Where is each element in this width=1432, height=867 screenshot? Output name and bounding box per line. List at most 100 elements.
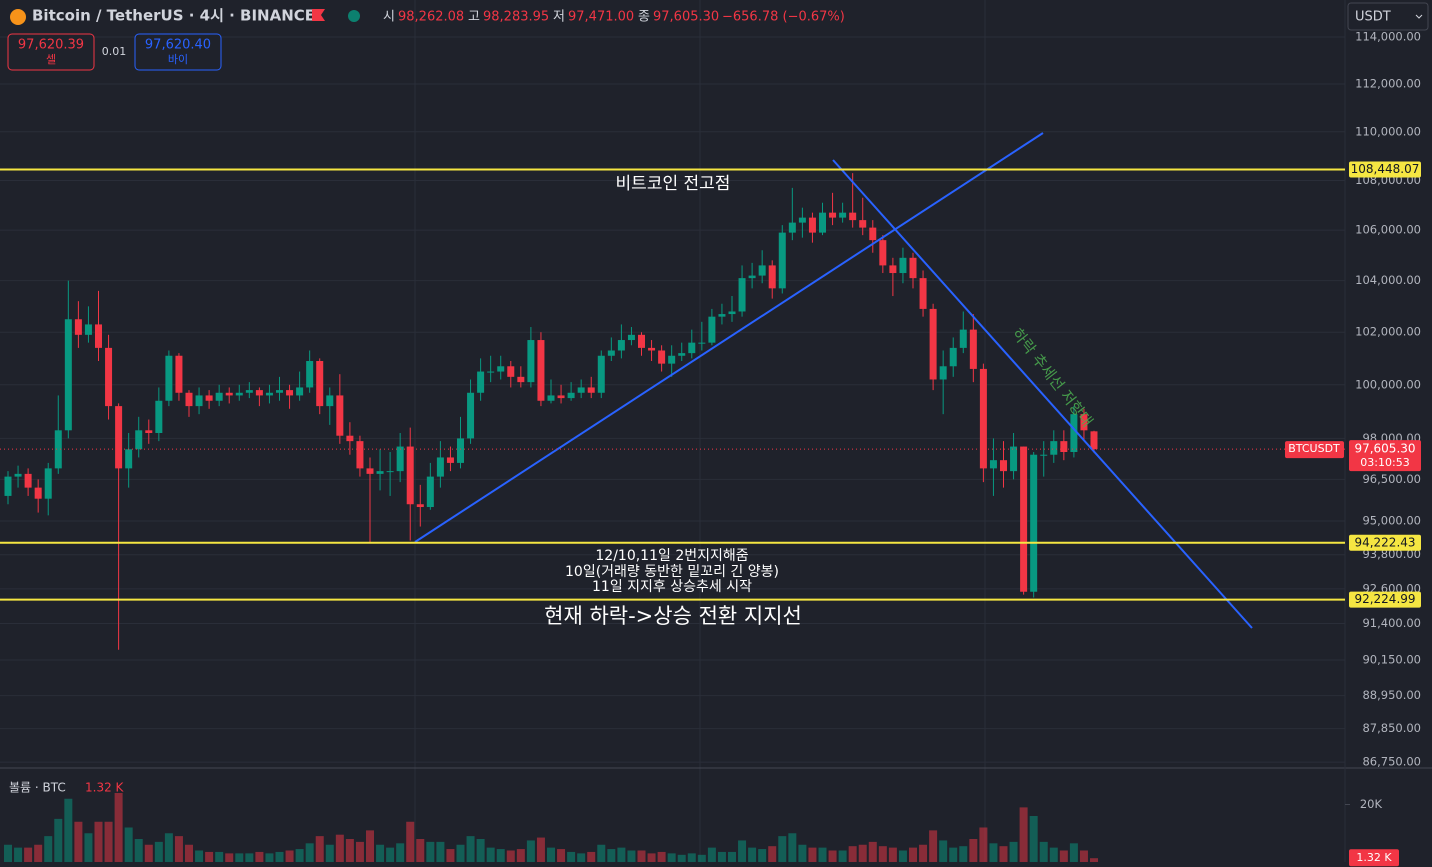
volume-bar bbox=[707, 847, 716, 862]
candle-body bbox=[195, 395, 203, 407]
candle-body bbox=[185, 392, 193, 407]
candle-body bbox=[316, 361, 324, 407]
candle-body bbox=[969, 329, 977, 369]
annotation: 10일(거래량 동반한 밑꼬리 긴 양봉) bbox=[565, 564, 779, 580]
volume-bar bbox=[446, 849, 455, 862]
candle-body bbox=[84, 324, 92, 335]
candle-body bbox=[1040, 454, 1048, 456]
volume-bar bbox=[436, 841, 445, 862]
y-tick-label: 106,000.00 bbox=[1355, 223, 1421, 237]
level-label-box bbox=[1349, 534, 1421, 551]
volume-bar bbox=[1019, 807, 1028, 862]
candle-body bbox=[276, 390, 283, 393]
y-tick-label: 91,400.00 bbox=[1362, 616, 1421, 630]
volume-bar bbox=[637, 850, 646, 862]
volume-bar bbox=[134, 839, 143, 862]
volume-bar bbox=[305, 843, 314, 862]
volume-bar bbox=[1090, 858, 1098, 862]
volume-last-axis-label: 1.32 K bbox=[1356, 851, 1392, 864]
candle-body bbox=[1090, 431, 1098, 450]
volume-bar bbox=[215, 851, 224, 862]
candle-body bbox=[467, 392, 475, 439]
volume-bar bbox=[748, 847, 757, 862]
volume-bar bbox=[728, 851, 736, 862]
volume-bar bbox=[818, 847, 827, 862]
candle-body bbox=[758, 265, 766, 276]
sell-button[interactable] bbox=[7, 33, 95, 71]
sell-label: 셀 bbox=[46, 53, 56, 66]
candle-body bbox=[979, 368, 987, 469]
candle-body bbox=[587, 387, 595, 393]
volume-bar bbox=[607, 849, 616, 862]
candle-body bbox=[627, 334, 635, 341]
volume-bar bbox=[516, 849, 525, 862]
last-price-label: 97,605.30 bbox=[1354, 442, 1415, 456]
volume-bar bbox=[44, 836, 53, 862]
volume-bar bbox=[738, 840, 747, 862]
candle-body bbox=[1080, 414, 1088, 431]
candle-body bbox=[929, 308, 937, 380]
candle-body bbox=[115, 406, 123, 469]
volume-bar bbox=[989, 843, 998, 862]
ohlc-key: 고 bbox=[468, 10, 480, 25]
candle-body bbox=[909, 257, 917, 279]
currency: USDT bbox=[1355, 10, 1391, 25]
candle-body bbox=[517, 376, 525, 383]
volume-bar bbox=[868, 841, 877, 862]
candle-body bbox=[648, 347, 656, 351]
volume-bar bbox=[94, 821, 103, 862]
ohlc-value: 97,605.30 bbox=[653, 10, 719, 25]
volume-bar bbox=[225, 853, 234, 862]
volume-bar bbox=[14, 847, 23, 862]
candle-body bbox=[919, 278, 927, 309]
candle-body bbox=[74, 319, 82, 335]
candle-body bbox=[477, 371, 485, 393]
volume-bar bbox=[939, 840, 948, 862]
spread: 0.01 bbox=[102, 45, 127, 58]
candles bbox=[4, 173, 1098, 650]
candle-body bbox=[1070, 414, 1078, 452]
candle-body bbox=[265, 392, 273, 396]
volume-bar bbox=[84, 833, 93, 862]
candle-body bbox=[708, 316, 716, 343]
volume-bar bbox=[366, 830, 374, 862]
volume-bar bbox=[647, 853, 656, 862]
coin-icon bbox=[10, 9, 26, 25]
volume-bar bbox=[355, 841, 364, 862]
candle-body bbox=[446, 457, 454, 463]
candle-body bbox=[859, 220, 867, 228]
volume-bar bbox=[164, 833, 173, 862]
y-tick-label: 86,750.00 bbox=[1362, 755, 1421, 769]
candle-body bbox=[416, 504, 424, 508]
volume-bar bbox=[536, 837, 545, 862]
candle-body bbox=[567, 392, 575, 399]
volume-bar bbox=[838, 850, 847, 862]
grid: 114,000.00112,000.00110,000.00108,000.00… bbox=[0, 29, 1421, 811]
candle-body bbox=[577, 387, 585, 393]
volume-bar bbox=[919, 844, 928, 862]
volume-bar bbox=[798, 844, 807, 862]
volume-bar bbox=[74, 821, 83, 862]
currency-dropdown[interactable] bbox=[1347, 2, 1429, 31]
volume-bar bbox=[255, 851, 264, 862]
buy-button[interactable] bbox=[134, 33, 222, 71]
candle-body bbox=[597, 355, 605, 393]
volume-bar bbox=[426, 841, 435, 862]
candle-body bbox=[205, 395, 213, 401]
volume-bar bbox=[617, 847, 626, 862]
volume-bar bbox=[114, 793, 123, 862]
candle-body bbox=[366, 468, 374, 474]
y-tick-label: 114,000.00 bbox=[1355, 29, 1421, 43]
candle-body bbox=[215, 392, 223, 401]
volume-bar bbox=[587, 851, 596, 862]
candle-body bbox=[668, 355, 676, 364]
volume-bar bbox=[345, 839, 354, 862]
y-tick-label: 88,950.00 bbox=[1362, 688, 1421, 702]
countdown: 03:10:53 bbox=[1360, 456, 1409, 469]
volume-bar bbox=[315, 836, 324, 862]
candle-body bbox=[607, 350, 615, 356]
candle-body bbox=[778, 232, 786, 289]
candle-body bbox=[1050, 441, 1058, 455]
volume-bars bbox=[4, 793, 1098, 862]
